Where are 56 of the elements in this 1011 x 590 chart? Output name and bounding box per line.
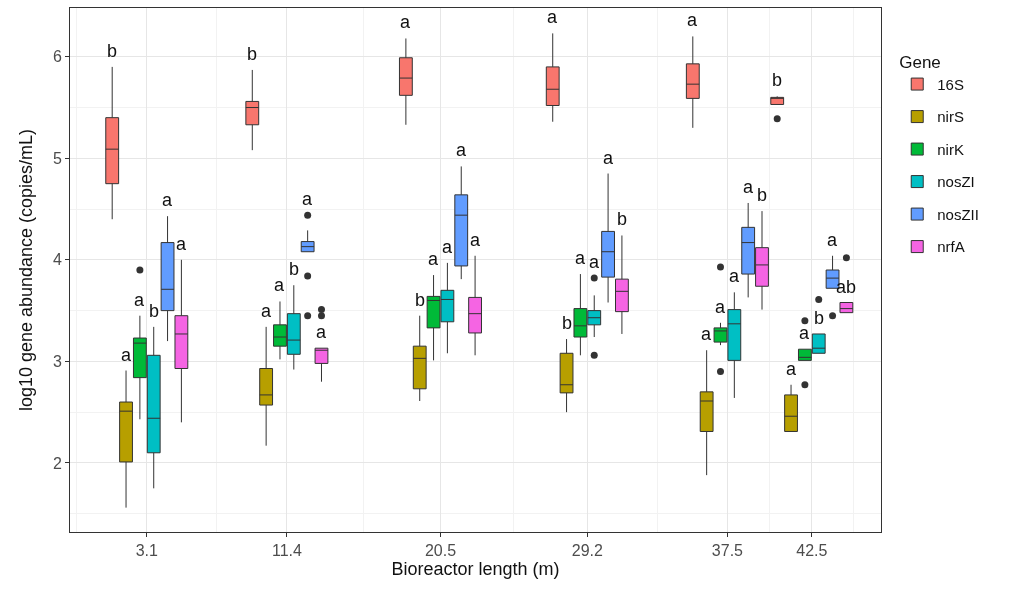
legend-label: nirS	[937, 108, 964, 126]
legend-label: nosZII	[937, 205, 979, 223]
legend-title: Gene	[899, 52, 941, 72]
x-tick-label: 3.1	[135, 542, 159, 560]
annotation: a	[799, 323, 810, 343]
annotation: a	[575, 248, 586, 268]
x-tick-label: 37.5	[711, 542, 744, 560]
y-tick-label: 2	[52, 454, 62, 472]
annotation: a	[400, 12, 411, 32]
annotation: b	[562, 313, 573, 333]
annotation: b	[617, 209, 628, 229]
annotation: a	[701, 324, 712, 344]
annotation: a	[470, 230, 481, 250]
annotation: b	[247, 44, 258, 64]
legend-label: 16S	[937, 75, 964, 93]
y-tick-label: 4	[52, 251, 62, 269]
x-tick-label: 20.5	[424, 542, 457, 560]
legend-label: nrfA	[937, 238, 965, 256]
annotation: a	[316, 322, 327, 342]
y-tick-label: 6	[52, 48, 62, 66]
annotation: ab	[836, 277, 857, 297]
annotation: a	[428, 249, 439, 269]
annotation: b	[415, 290, 426, 310]
annotation: a	[589, 252, 600, 272]
annotation: a	[456, 140, 467, 160]
annotation: a	[715, 297, 726, 317]
x-tick-label: 42.5	[796, 542, 828, 560]
annotation: b	[107, 41, 118, 61]
annotation: a	[743, 177, 754, 197]
annotation: a	[176, 234, 187, 254]
annotation: a	[162, 190, 173, 210]
legend-label: nosZI	[937, 173, 975, 191]
annotation: a	[603, 148, 614, 168]
annotation: a	[729, 266, 740, 286]
annotation: a	[827, 230, 838, 250]
x-tick-label: 11.4	[271, 542, 302, 560]
legend-label: nirK	[937, 140, 964, 158]
annotation: b	[772, 70, 783, 90]
y-axis-title: log10 gene abundance (copies/mL)	[16, 128, 37, 412]
annotation: b	[149, 301, 160, 321]
annotation: a	[261, 301, 272, 321]
annotation: a	[134, 290, 145, 310]
y-tick-label: 3	[52, 353, 62, 370]
annotation: b	[814, 308, 825, 328]
annotation: b	[757, 185, 768, 205]
y-tick-label: 5	[52, 149, 62, 167]
annotation: a	[442, 237, 453, 257]
annotation: a	[687, 10, 698, 30]
annotation: a	[274, 275, 285, 295]
annotation: a	[547, 7, 558, 27]
annotation: a	[786, 359, 797, 379]
x-tick-label: 29.2	[571, 542, 603, 560]
x-axis-title: Bioreactor length (m)	[391, 559, 560, 580]
annotation: a	[121, 345, 132, 365]
annotation: b	[289, 259, 300, 279]
annotation: a	[302, 189, 313, 209]
